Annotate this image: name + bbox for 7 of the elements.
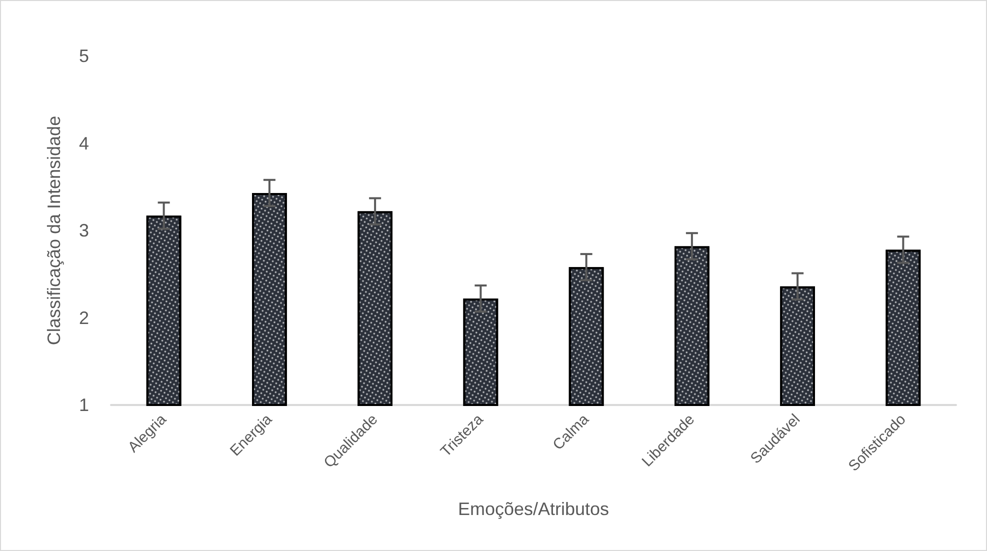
y-tick-label: 1: [78, 395, 89, 415]
y-axis-title: Classificação da Intensidade: [44, 116, 64, 346]
y-tick-label: 5: [78, 46, 89, 66]
y-tick-label: 2: [78, 308, 89, 328]
x-axis-title: Emoções/Atributos: [458, 499, 610, 519]
y-tick-label: 3: [78, 220, 89, 240]
y-tick-label: 4: [78, 133, 89, 154]
